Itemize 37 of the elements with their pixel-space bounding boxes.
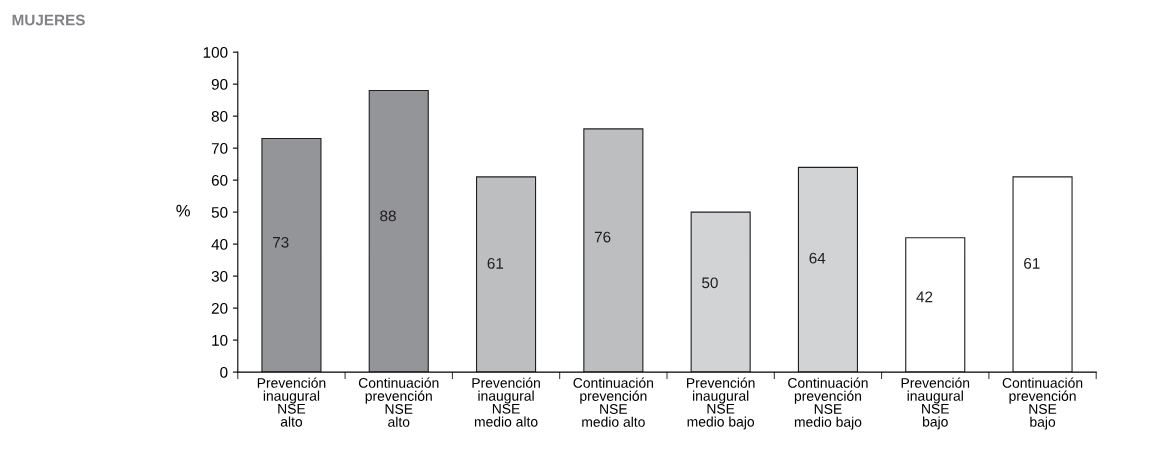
x-tick-label: Continuación prevención NSE alto: [358, 377, 439, 427]
bar: [368, 89, 429, 373]
y-tick-label: 70: [211, 142, 228, 154]
data-label: 73: [273, 236, 289, 248]
y-tick-label: 30: [211, 270, 228, 282]
x-tick-label: Prevención inaugural NSE bajo: [901, 377, 970, 430]
bar: [797, 166, 859, 373]
data-label: 61: [1024, 258, 1040, 269]
bar: [1012, 176, 1073, 373]
data-label: 42: [916, 291, 933, 303]
x-tick-label: Continuación prevención NSE medio bajo: [788, 377, 868, 430]
data-label: 76: [594, 231, 611, 243]
text: MUJERES: [12, 14, 85, 26]
bar: [261, 137, 322, 373]
x-tick-label: Continuación prevención NSE medio alto: [573, 377, 653, 427]
y-tick-label: 20: [211, 302, 228, 314]
bar: [690, 211, 751, 373]
x-tick-label: Prevención inaugural NSE medio bajo: [687, 377, 755, 430]
x-tick-label: Continuación prevención NSE bajo: [1002, 377, 1083, 430]
y-tick-label: 50: [211, 206, 228, 218]
y-tick-label: 60: [211, 174, 228, 186]
y-tick-label: 40: [211, 238, 228, 250]
y-tick-label: 100: [203, 47, 228, 58]
data-label: 50: [702, 277, 718, 289]
y-tick-label: 10: [212, 334, 228, 346]
y-tick-label: 90: [211, 79, 228, 90]
y-axis-title: %: [176, 204, 190, 217]
x-tick-label: Prevención inaugural NSE alto: [257, 377, 326, 427]
y-tick-label: 0: [220, 366, 228, 378]
data-label: 61: [487, 258, 504, 269]
bar: [583, 128, 644, 373]
bar: [475, 176, 537, 373]
data-label: 64: [809, 252, 826, 264]
bar: [905, 237, 966, 373]
x-tick-label: Prevención inaugural NSE medio alto: [472, 377, 540, 427]
data-label: 88: [380, 210, 396, 222]
y-tick-label: 80: [211, 111, 228, 122]
